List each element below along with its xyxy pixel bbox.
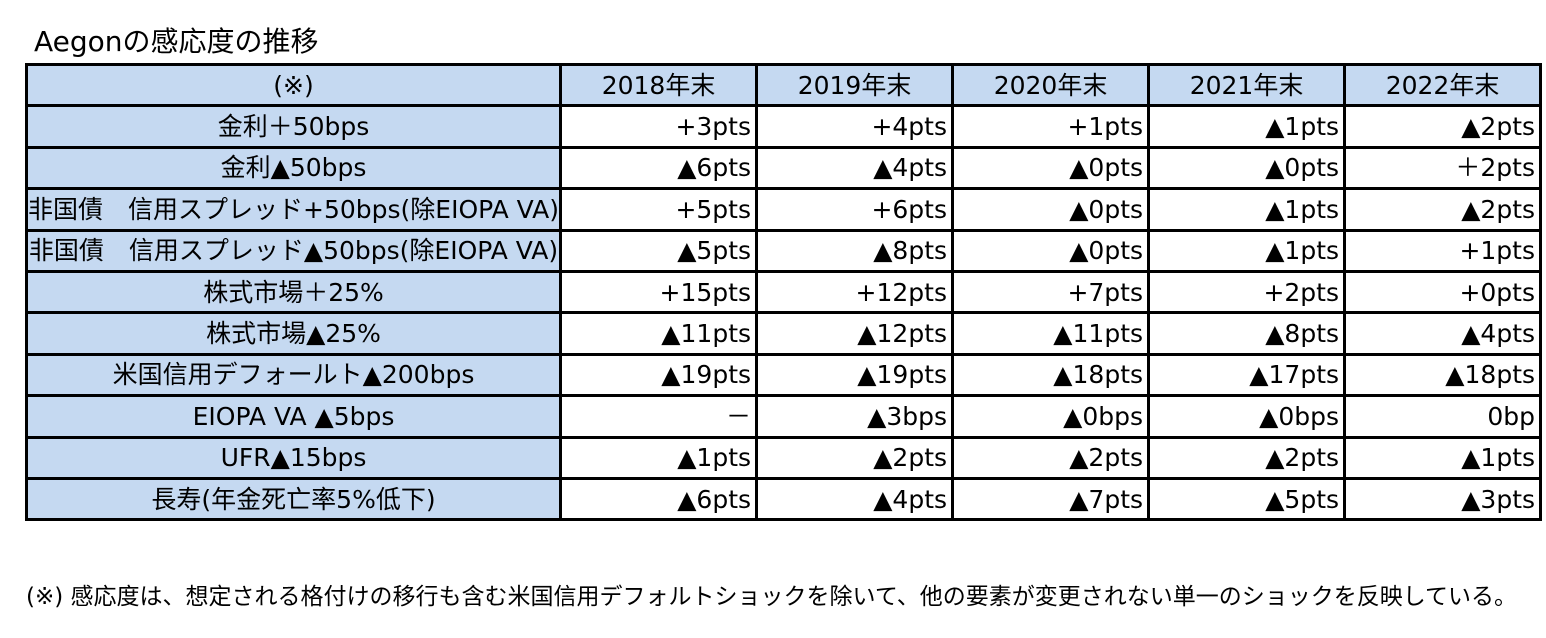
value-cell: +1pts (951, 104, 1151, 149)
value-cell: ▲6pts (559, 145, 759, 191)
value-cell: ▲2pts (1147, 435, 1347, 480)
table-row: 米国信用デフォールト▲200bps ▲19pts ▲19pts ▲18pts ▲17pt… (24, 352, 1543, 398)
value-cell: － (559, 394, 759, 439)
value-cell: ▲3bps (755, 394, 955, 439)
table-title: Aegonの感応度の推移 (34, 25, 319, 58)
value-cell: ▲0pts (951, 145, 1151, 191)
column-header: 2019年末 (755, 62, 955, 108)
value-cell: ▲8pts (755, 228, 955, 273)
value-cell: +12pts (755, 269, 955, 315)
value-cell: +3pts (559, 104, 759, 149)
row-label: 非国債 信用スプレッド+50bps(除EIOPA VA) (24, 187, 563, 232)
table-row: UFR▲15bps ▲1pts ▲2pts ▲2pts ▲2pts ▲1pts (24, 435, 1543, 480)
value-cell: +2pts (1147, 269, 1347, 315)
value-cell: ▲18pts (951, 352, 1151, 398)
row-label: EIOPA VA ▲5bps (24, 394, 563, 439)
value-cell: ▲11pts (559, 311, 759, 356)
column-header: 2022年末 (1343, 62, 1543, 108)
table-row: 金利＋50bps +3pts +4pts +1pts ▲1pts ▲2pts (24, 104, 1543, 149)
value-cell: +0pts (1343, 269, 1543, 315)
column-header: 2021年末 (1147, 62, 1347, 108)
table-row: 金利▲50bps ▲6pts ▲4pts ▲0pts ▲0pts ＋2pts (24, 145, 1543, 191)
value-cell: ▲0pts (951, 187, 1151, 232)
table-row: 非国債 信用スプレッド+50bps(除EIOPA VA) +5pts +6pts ▲0… (24, 187, 1543, 232)
value-cell: ▲11pts (951, 311, 1151, 356)
value-cell: ▲1pts (1147, 104, 1347, 149)
value-cell: +4pts (755, 104, 955, 149)
table-row: 株式市場＋25% +15pts +12pts +7pts +2pts +0pts (24, 269, 1543, 315)
value-cell: +6pts (755, 187, 955, 232)
value-cell: ▲2pts (1343, 187, 1543, 232)
row-label: 金利＋50bps (24, 104, 563, 149)
sensitivity-table: (※) 2018年末 2019年末 2020年末 2021年末 2022年末 金… (24, 62, 1543, 522)
value-cell: +5pts (559, 187, 759, 232)
value-cell: ＋2pts (1343, 145, 1543, 191)
table-row: 長寿(年金死亡率5%低下) ▲6pts ▲4pts ▲7pts ▲5pts ▲3pts (24, 476, 1543, 522)
row-label: 非国債 信用スプレッド▲50bps(除EIOPA VA) (24, 228, 563, 273)
corner-cell: (※) (24, 62, 563, 108)
value-cell: ▲7pts (951, 476, 1151, 522)
value-cell: ▲4pts (755, 476, 955, 522)
value-cell: ▲0pts (1147, 145, 1347, 191)
value-cell: ▲1pts (559, 435, 759, 480)
row-label: UFR▲15bps (24, 435, 563, 480)
value-cell: ▲2pts (755, 435, 955, 480)
value-cell: ▲6pts (559, 476, 759, 522)
value-cell: ▲18pts (1343, 352, 1543, 398)
row-label: 株式市場▲25% (24, 311, 563, 356)
value-cell: ▲2pts (951, 435, 1151, 480)
value-cell: ▲8pts (1147, 311, 1347, 356)
value-cell: ▲1pts (1147, 228, 1347, 273)
value-cell: ▲5pts (1147, 476, 1347, 522)
footnote: (※) 感応度は、想定される格付けの移行も含む米国信用デフォルトショックを除いて… (26, 584, 1517, 610)
value-cell: ▲12pts (755, 311, 955, 356)
table-row: EIOPA VA ▲5bps － ▲3bps ▲0bps ▲0bps 0bp (24, 394, 1543, 439)
column-header: 2018年末 (559, 62, 759, 108)
value-cell: ▲3pts (1343, 476, 1543, 522)
value-cell: ▲4pts (1343, 311, 1543, 356)
value-cell: ▲1pts (1343, 435, 1543, 480)
value-cell: ▲0bps (951, 394, 1151, 439)
value-cell: 0bp (1343, 394, 1543, 439)
column-header: 2020年末 (951, 62, 1151, 108)
value-cell: ▲2pts (1343, 104, 1543, 149)
value-cell: ▲19pts (559, 352, 759, 398)
value-cell: ▲4pts (755, 145, 955, 191)
value-cell: +15pts (559, 269, 759, 315)
row-label: 金利▲50bps (24, 145, 563, 191)
row-label: 株式市場＋25% (24, 269, 563, 315)
value-cell: +7pts (951, 269, 1151, 315)
row-label: 長寿(年金死亡率5%低下) (24, 476, 563, 522)
value-cell: ▲17pts (1147, 352, 1347, 398)
value-cell: ▲1pts (1147, 187, 1347, 232)
value-cell: ▲0pts (951, 228, 1151, 273)
value-cell: ▲0bps (1147, 394, 1347, 439)
value-cell: ▲5pts (559, 228, 759, 273)
table-row: 株式市場▲25% ▲11pts ▲12pts ▲11pts ▲8pts ▲4pts (24, 311, 1543, 356)
value-cell: ▲19pts (755, 352, 955, 398)
row-label: 米国信用デフォールト▲200bps (24, 352, 563, 398)
value-cell: +1pts (1343, 228, 1543, 273)
header-row: (※) 2018年末 2019年末 2020年末 2021年末 2022年末 (24, 62, 1543, 108)
table-row: 非国債 信用スプレッド▲50bps(除EIOPA VA) ▲5pts ▲8pts ▲0… (24, 228, 1543, 273)
